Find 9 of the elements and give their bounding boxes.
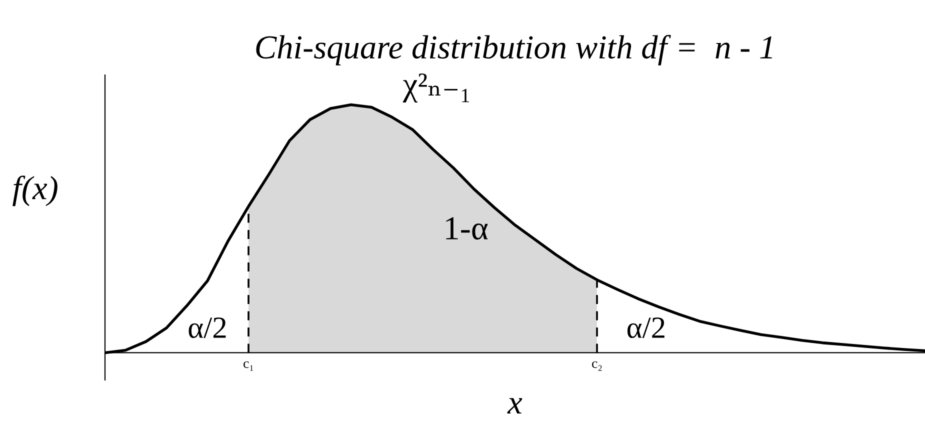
annotation: 1-α (446, 217, 488, 240)
annotation: α/2 (188, 318, 226, 338)
y-axis-title: f(x) (12, 176, 58, 206)
x-tick-label: c₁ (244, 361, 254, 371)
annotation: α/2 (627, 318, 664, 338)
chart-title: Chi-square distribution with df = n - 1 (256, 34, 772, 66)
x-tick-label: c₂ (592, 361, 602, 371)
text: χ²ₙ₋₁ (402, 73, 470, 103)
x-axis-title: x (507, 398, 522, 414)
